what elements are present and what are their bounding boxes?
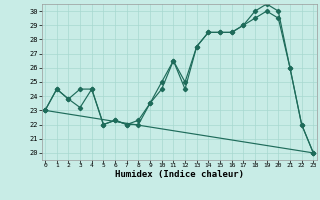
X-axis label: Humidex (Indice chaleur): Humidex (Indice chaleur) (115, 170, 244, 179)
